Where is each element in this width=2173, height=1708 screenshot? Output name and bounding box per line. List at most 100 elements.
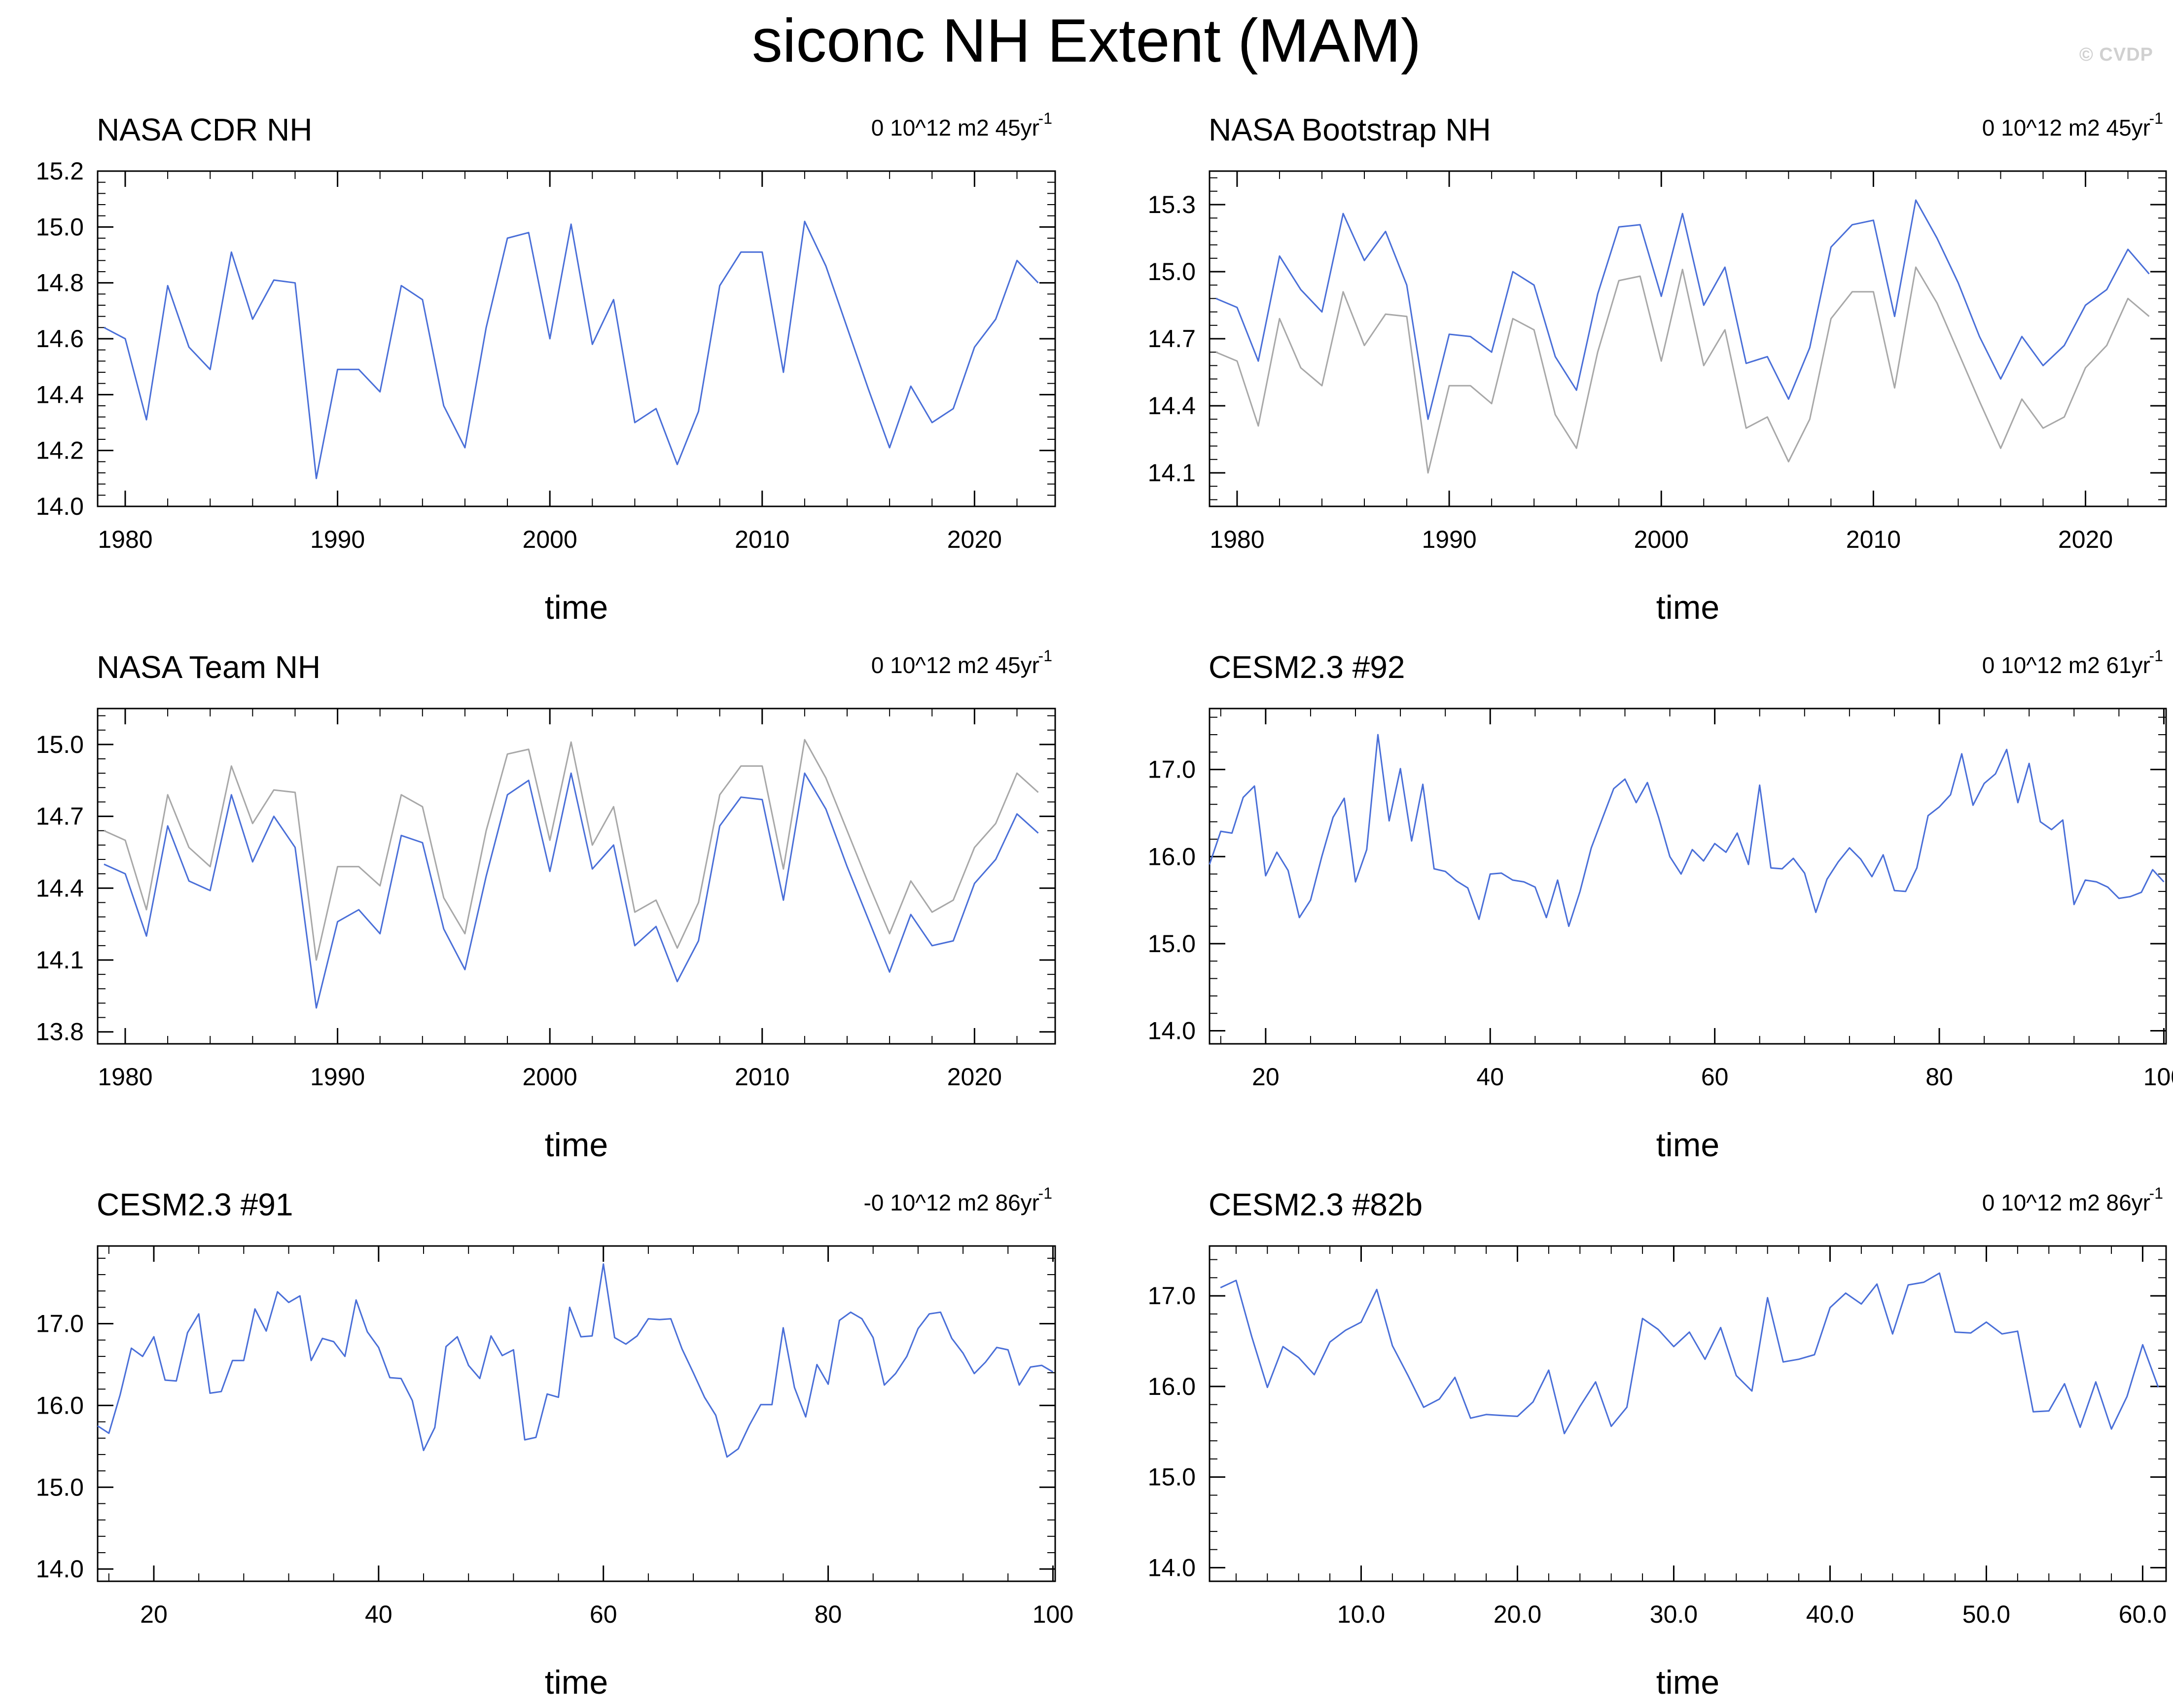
x-tick-label: 2010 bbox=[735, 526, 789, 553]
trend-superscript: -1 bbox=[1038, 647, 1052, 665]
x-tick-label: 1980 bbox=[98, 1063, 152, 1091]
y-tick-label: 17.0 bbox=[36, 1310, 84, 1338]
x-tick-label: 20.0 bbox=[1494, 1601, 1541, 1628]
y-tick-label: 14.4 bbox=[36, 874, 84, 902]
x-tick-label: 2010 bbox=[735, 1063, 789, 1091]
x-tick-label: 2020 bbox=[947, 526, 1002, 553]
y-tick-label: 17.0 bbox=[1148, 1282, 1196, 1310]
chart-panel-6: CESM2.3 #82b 0 10^12 m2 86yr-1 14.0 15.0 16.… bbox=[1148, 1184, 2167, 1701]
y-tick-label: 15.2 bbox=[36, 157, 84, 185]
x-axis-label: time bbox=[545, 1126, 608, 1164]
x-tick-label: 1990 bbox=[310, 1063, 365, 1091]
x-axis-label: time bbox=[1656, 1126, 1719, 1164]
trend-label: 0 10^12 m2 45yr bbox=[871, 652, 1039, 678]
x-tick-label: 30.0 bbox=[1650, 1601, 1698, 1628]
plot-frame bbox=[1209, 1245, 2167, 1582]
y-tick-label: 14.6 bbox=[36, 325, 84, 353]
y-tick-label: 14.0 bbox=[1148, 1554, 1196, 1581]
y-tick-label: 15.0 bbox=[36, 1473, 84, 1501]
x-tick-label: 10.0 bbox=[1337, 1601, 1385, 1628]
trend-superscript: -1 bbox=[2149, 647, 2163, 665]
y-tick-label: 14.7 bbox=[1148, 325, 1196, 353]
y-tick-label: 14.0 bbox=[36, 1555, 84, 1583]
trend-label: 0 10^12 m2 86yr bbox=[1982, 1190, 2150, 1215]
series-line-primary bbox=[1209, 734, 2165, 927]
x-tick-label: 60.0 bbox=[2119, 1601, 2167, 1628]
x-axis-label: time bbox=[545, 589, 608, 626]
plot-frame bbox=[97, 1245, 1056, 1582]
y-tick-label: 14.2 bbox=[36, 437, 84, 464]
x-tick-label: 80 bbox=[815, 1601, 842, 1628]
chart-panel-5: CESM2.3 #91 -0 10^12 m2 86yr-1 14.0 15.0 16.… bbox=[36, 1184, 1073, 1701]
y-tick-label: 14.1 bbox=[36, 946, 84, 974]
x-tick-label: 100 bbox=[1033, 1601, 1073, 1628]
x-tick-label: 60 bbox=[590, 1601, 617, 1628]
y-tick-label: 17.0 bbox=[1148, 756, 1196, 783]
y-tick-label: 15.3 bbox=[1148, 191, 1196, 218]
panel-title: NASA CDR NH bbox=[97, 112, 312, 147]
y-tick-label: 15.0 bbox=[36, 731, 84, 758]
x-tick-label: 1990 bbox=[310, 526, 365, 553]
y-tick-label: 14.4 bbox=[1148, 392, 1196, 420]
chart-panel-1: NASA CDR NH 0 10^12 m2 45yr-1 14.0 14.2 14.4… bbox=[36, 109, 1056, 626]
y-tick-label: 14.8 bbox=[36, 269, 84, 297]
y-tick-label: 14.0 bbox=[36, 493, 84, 520]
x-tick-label: 2010 bbox=[1846, 526, 1901, 553]
y-tick-label: 14.1 bbox=[1148, 459, 1196, 487]
series-line-primary bbox=[97, 1263, 1054, 1458]
chart-panel-4: CESM2.3 #92 0 10^12 m2 61yr-1 14.0 15.0 16.0… bbox=[1148, 647, 2173, 1164]
y-tick-label: 14.7 bbox=[36, 803, 84, 830]
y-tick-label: 14.4 bbox=[36, 381, 84, 408]
panel-title: NASA Team NH bbox=[97, 649, 321, 685]
series-line-reference bbox=[1215, 266, 2150, 474]
series-line-reference bbox=[104, 739, 1039, 961]
x-tick-label: 2000 bbox=[523, 526, 577, 553]
y-tick-label: 16.0 bbox=[36, 1391, 84, 1419]
y-tick-label: 16.0 bbox=[1148, 843, 1196, 870]
plot-frame bbox=[97, 170, 1056, 507]
series-line-primary bbox=[1220, 1272, 2159, 1434]
y-tick-label: 15.0 bbox=[1148, 930, 1196, 958]
panel-title: NASA Bootstrap NH bbox=[1209, 112, 1491, 147]
y-tick-label: 15.0 bbox=[36, 213, 84, 241]
series-line-primary bbox=[104, 772, 1039, 1009]
x-tick-label: 100 bbox=[2143, 1063, 2173, 1091]
chart-panel-3: NASA Team NH 0 10^12 m2 45yr-1 13.8 14.1 14.… bbox=[36, 647, 1056, 1164]
trend-label: 0 10^12 m2 45yr bbox=[871, 115, 1039, 141]
x-tick-label: 1990 bbox=[1422, 526, 1476, 553]
panel-title: CESM2.3 #91 bbox=[97, 1187, 293, 1222]
trend-superscript: -1 bbox=[1038, 109, 1052, 127]
x-tick-label: 2000 bbox=[523, 1063, 577, 1091]
trend-superscript: -1 bbox=[2149, 109, 2163, 127]
chart-panel-2: NASA Bootstrap NH 0 10^12 m2 45yr-1 14.1 14… bbox=[1148, 109, 2167, 626]
plot-frame bbox=[1209, 708, 2167, 1045]
x-tick-label: 80 bbox=[1925, 1063, 1953, 1091]
y-tick-label: 14.0 bbox=[1148, 1017, 1196, 1045]
trend-label: 0 10^12 m2 45yr bbox=[1982, 115, 2150, 141]
x-tick-label: 20 bbox=[140, 1601, 168, 1628]
x-tick-label: 1980 bbox=[1210, 526, 1264, 553]
panel-title: CESM2.3 #82b bbox=[1209, 1187, 1423, 1222]
y-tick-label: 13.8 bbox=[36, 1018, 84, 1046]
x-axis-label: time bbox=[1656, 589, 1719, 626]
plot-frame bbox=[97, 708, 1056, 1045]
trend-label: -0 10^12 m2 86yr bbox=[863, 1190, 1039, 1215]
y-tick-label: 15.0 bbox=[1148, 1463, 1196, 1491]
x-tick-label: 40 bbox=[365, 1601, 392, 1628]
trend-superscript: -1 bbox=[2149, 1184, 2163, 1202]
x-tick-label: 40.0 bbox=[1806, 1601, 1854, 1628]
trend-label: 0 10^12 m2 61yr bbox=[1982, 652, 2150, 678]
y-tick-label: 16.0 bbox=[1148, 1373, 1196, 1400]
y-tick-label: 15.0 bbox=[1148, 258, 1196, 285]
watermark: © CVDP bbox=[2079, 44, 2153, 65]
x-tick-label: 2020 bbox=[2058, 526, 2113, 553]
x-tick-label: 1980 bbox=[98, 526, 152, 553]
x-tick-label: 40 bbox=[1476, 1063, 1504, 1091]
x-tick-label: 50.0 bbox=[1962, 1601, 2010, 1628]
series-line-primary bbox=[1215, 199, 2150, 420]
x-tick-label: 2000 bbox=[1634, 526, 1689, 553]
page-title: siconc NH Extent (MAM) bbox=[751, 7, 1422, 75]
trend-superscript: -1 bbox=[1038, 1184, 1052, 1202]
x-axis-label: time bbox=[1656, 1664, 1719, 1701]
